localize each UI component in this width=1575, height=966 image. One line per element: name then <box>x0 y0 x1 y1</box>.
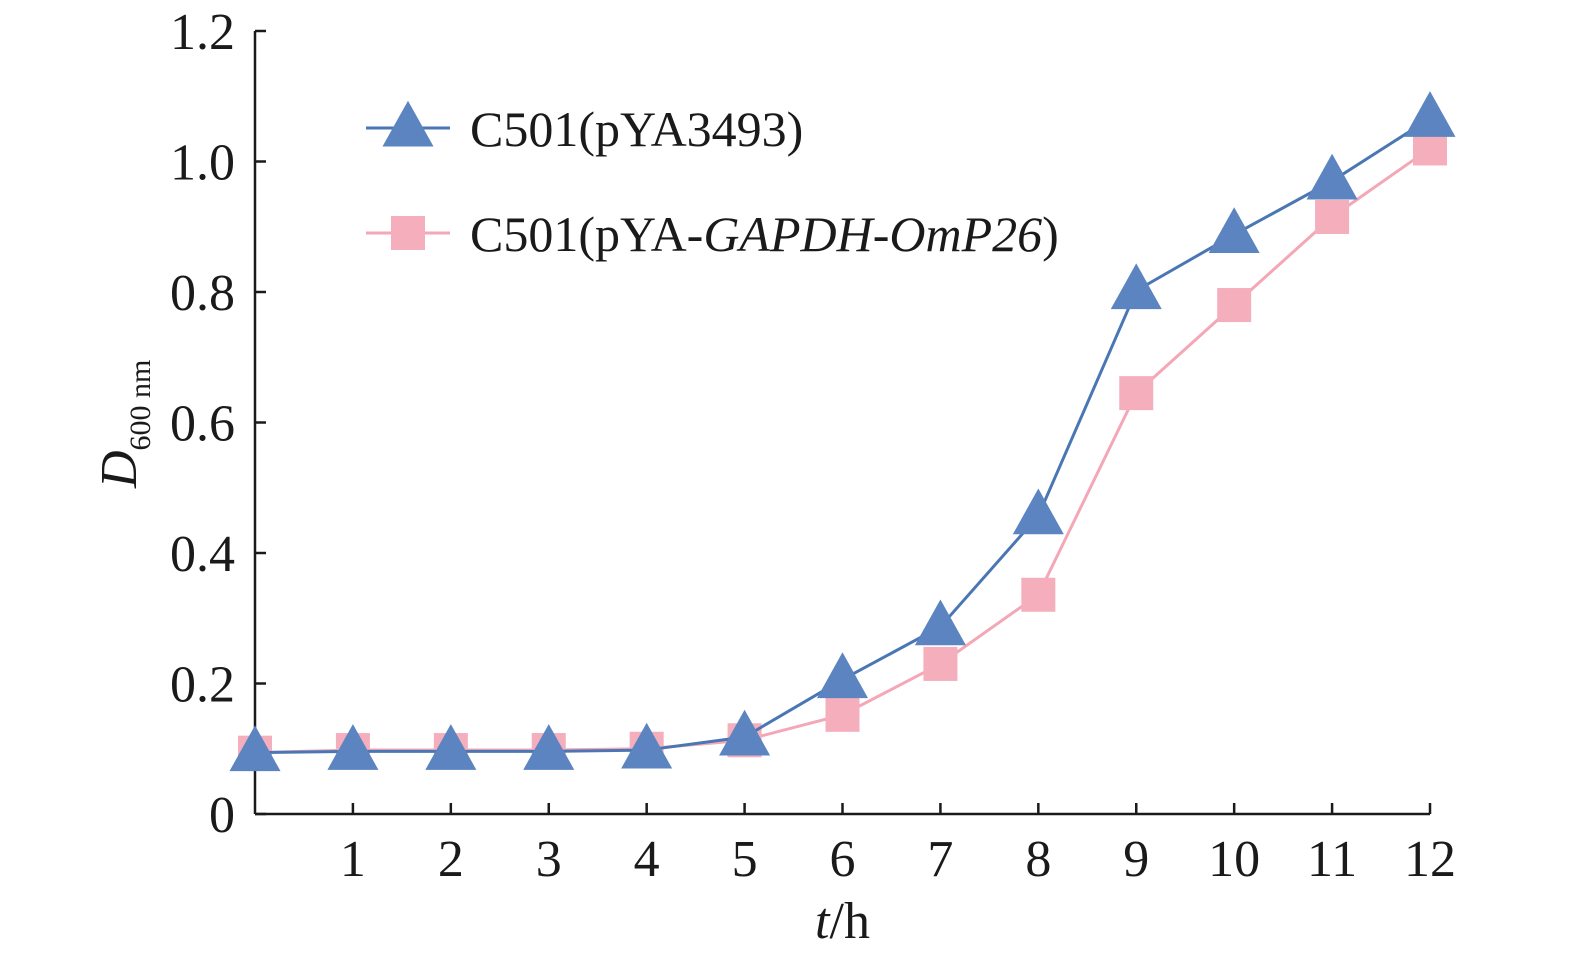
x-tick-label: 1 <box>340 831 366 888</box>
triangle-marker <box>1404 91 1456 137</box>
triangle-marker <box>523 724 575 770</box>
x-tick-label: 5 <box>732 831 758 888</box>
legend-label: C501(pYA3493) <box>470 101 803 157</box>
y-tick-label: 0.4 <box>170 526 235 583</box>
x-tick-label: 11 <box>1307 831 1357 888</box>
legend: C501(pYA3493) C501(pYA-GAPDH-OmP26) <box>366 100 1059 262</box>
square-marker <box>825 697 860 732</box>
square-marker <box>923 646 958 681</box>
x-tick-label: 9 <box>1123 831 1149 888</box>
legend-square-marker <box>391 216 425 250</box>
triangle-marker <box>1306 153 1358 200</box>
triangle-marker <box>816 652 869 699</box>
triangle-marker <box>914 599 966 646</box>
legend-item: C501(pYA-GAPDH-OmP26) <box>366 206 1059 262</box>
x-axis-title: t/h <box>815 893 870 950</box>
square-marker <box>1413 131 1447 166</box>
triangle-marker <box>1110 263 1162 310</box>
axes: 00.20.40.60.81.01.21 2 3 4 5 6 7 8 9 10 11 12t/hD60… <box>91 4 1456 950</box>
y-tick-label: 1.0 <box>170 135 235 192</box>
y-tick-label: 0 <box>209 787 235 844</box>
x-tick-label: 4 <box>634 831 660 888</box>
legend-label: C501(pYA-GAPDH-OmP26) <box>470 206 1059 262</box>
y-tick-label: 1.2 <box>170 4 235 61</box>
legend-triangle-marker <box>382 100 434 147</box>
triangle-marker <box>621 722 673 769</box>
x-tick-label: 6 <box>830 831 856 888</box>
triangle-marker <box>1208 207 1260 254</box>
triangle-marker <box>425 724 477 770</box>
square-marker <box>1119 376 1154 411</box>
square-marker <box>1217 288 1252 323</box>
triangle-marker <box>327 724 379 770</box>
x-tick-label: 3 <box>536 831 562 888</box>
y-tick-label: 0.2 <box>170 657 235 714</box>
y-axis-title: D600 nm <box>91 360 157 489</box>
y-tick-label: 0.8 <box>170 265 235 322</box>
x-tick-label: 8 <box>1025 831 1051 888</box>
series-pya3493 <box>229 91 1456 772</box>
triangle-marker <box>719 709 771 756</box>
series-layer <box>229 91 1456 772</box>
triangle-marker <box>229 725 281 772</box>
square-marker <box>1315 199 1350 234</box>
square-marker <box>1021 577 1056 612</box>
y-tick-label: 0.6 <box>170 396 235 453</box>
triangle-marker <box>1012 488 1064 535</box>
x-tick-label: 2 <box>438 831 464 888</box>
legend-item: C501(pYA3493) <box>366 100 803 157</box>
x-tick-label: 7 <box>927 831 953 888</box>
x-tick-label: 12 <box>1404 831 1456 888</box>
x-tick-label: 10 <box>1208 831 1260 888</box>
